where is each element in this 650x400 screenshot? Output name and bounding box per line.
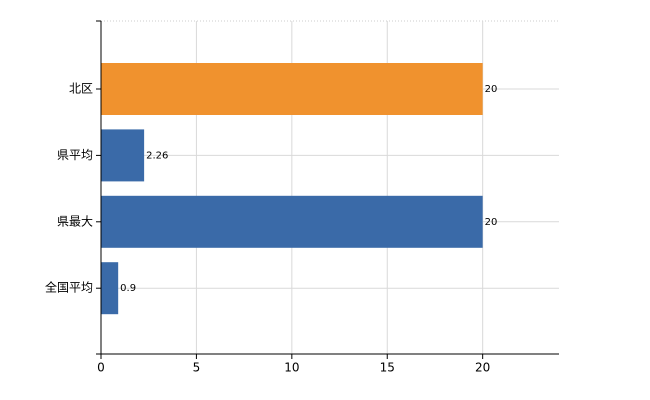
- y-tick-label: 全国平均: [45, 280, 93, 295]
- x-tick-label: 20: [475, 361, 490, 375]
- bar: [101, 63, 483, 115]
- value-label: 0.9: [120, 283, 136, 294]
- y-tick-label: 県平均: [57, 148, 93, 162]
- value-label: 20: [485, 84, 498, 95]
- x-tick-label: 10: [284, 361, 299, 375]
- y-tick-label: 北区: [69, 82, 93, 96]
- bar: [101, 262, 119, 315]
- y-tick-label: 県最大: [57, 214, 93, 228]
- value-label: 20: [485, 217, 498, 228]
- bar: [101, 195, 483, 248]
- x-tick-label: 5: [193, 361, 201, 375]
- x-tick-label: 15: [380, 361, 395, 375]
- bar: [101, 129, 145, 182]
- x-tick-label: 0: [97, 361, 105, 375]
- value-label: 2.26: [146, 150, 168, 161]
